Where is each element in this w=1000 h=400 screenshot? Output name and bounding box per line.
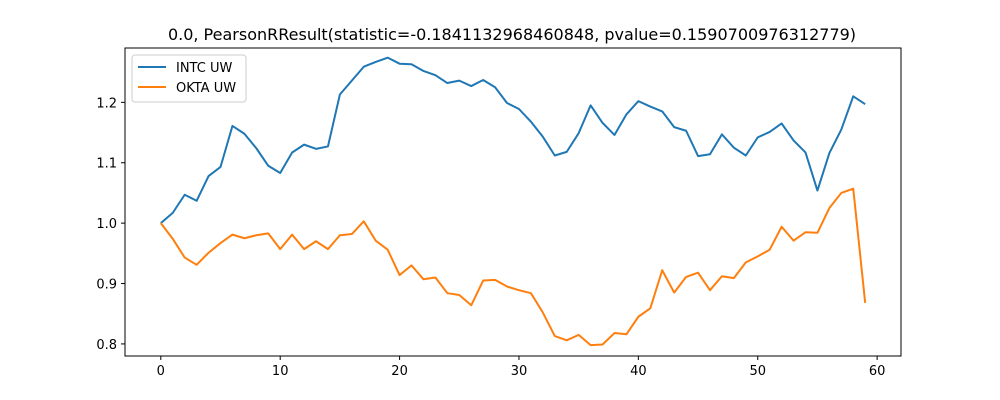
x-axis: 0 10 20 30 40 50 60 (157, 356, 886, 379)
y-tick-label: 1.2 (96, 96, 117, 111)
x-tick-label: 30 (511, 364, 528, 379)
y-axis: 0.8 0.9 1.0 1.1 1.2 (96, 96, 125, 353)
plot-area-frame (124, 47, 902, 357)
series-line-okta-uw (160, 187, 867, 347)
legend-label-okta: OKTA UW (176, 81, 236, 96)
y-tick-label: 1.0 (96, 217, 117, 232)
y-tick-label: 1.1 (96, 157, 117, 172)
y-tick-label: 0.9 (96, 278, 117, 293)
chart-title: 0.0, PearsonRResult(statistic=-0.1841132… (168, 25, 856, 44)
x-tick-label: 10 (272, 364, 289, 379)
series-line-intc-uw (160, 56, 866, 224)
legend-label-intc: INTC UW (176, 61, 232, 76)
x-tick-label: 40 (630, 364, 647, 379)
series-layer (160, 56, 867, 347)
legend: INTC UW OKTA UW (131, 54, 247, 103)
y-tick-label: 0.8 (96, 338, 117, 353)
x-tick-label: 0 (157, 364, 165, 379)
x-tick-label: 20 (391, 364, 408, 379)
x-tick-label: 50 (749, 364, 766, 379)
x-tick-label: 60 (869, 364, 886, 379)
